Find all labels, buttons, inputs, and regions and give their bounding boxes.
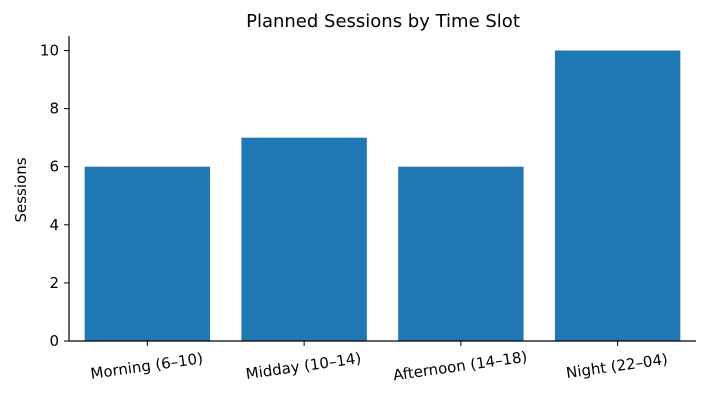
- x-tick-label-3: Night (22–04): [565, 350, 669, 382]
- x-axis-ticks: Morning (6–10) Midday (10–14) Afternoon (1…: [89, 341, 669, 384]
- y-axis-ticks: 0 2 4 6 8 10: [40, 42, 69, 350]
- bar-2: [398, 166, 524, 341]
- y-tick-label-0: 0: [49, 332, 59, 350]
- bars-group: [84, 50, 681, 342]
- y-axis-label: Sessions: [12, 157, 30, 222]
- x-tick-label-0: Morning (6–10): [89, 349, 204, 383]
- y-tick-label-5: 10: [40, 42, 59, 60]
- y-tick-label-3: 6: [49, 158, 59, 176]
- x-tick-label-1: Midday (10–14): [245, 349, 363, 383]
- chart-title: Planned Sessions by Time Slot: [246, 11, 520, 32]
- bar-1: [241, 137, 367, 341]
- bar-0: [84, 166, 211, 341]
- bar-3: [554, 50, 681, 342]
- y-tick-label-1: 2: [49, 274, 59, 292]
- y-tick-label-2: 4: [49, 216, 59, 234]
- y-tick-label-4: 8: [49, 100, 59, 118]
- x-tick-label-2: Afternoon (14–18): [392, 348, 528, 385]
